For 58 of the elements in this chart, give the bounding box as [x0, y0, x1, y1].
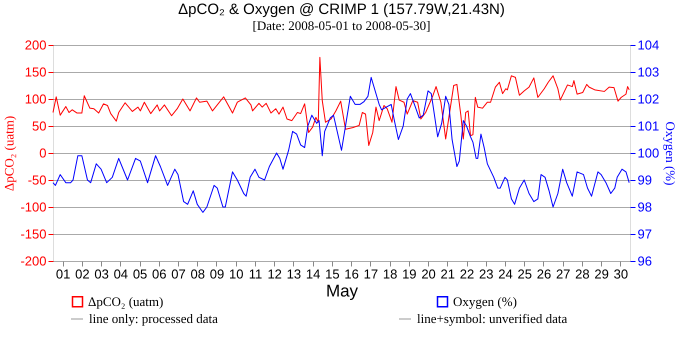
y-tick-label: -150	[20, 226, 46, 242]
y2-tick-label: 104	[638, 38, 660, 52]
y-tick-label: 150	[24, 64, 46, 80]
y-tick-label: -100	[20, 200, 46, 214]
x-tick-label: 01	[56, 266, 70, 282]
x-tick-label: 17	[364, 266, 378, 282]
x-tick-label: 14	[306, 266, 320, 282]
x-tick-label: 05	[132, 266, 148, 282]
x-tick-label: 26	[536, 266, 552, 282]
y2-tick-label: 101	[638, 118, 660, 134]
legend-label: Oxygen (%)	[453, 294, 517, 309]
x-tick-label: 25	[517, 266, 532, 282]
x-tick-label: 07	[171, 266, 186, 282]
x-tick-label: 22	[460, 266, 474, 282]
chart-title: ΔpCO₂ & Oxygen @ CRIMP 1 (157.79W,21.43N)	[178, 1, 505, 18]
y-tick-label: -200	[20, 254, 46, 268]
x-tick-label: 28	[575, 266, 590, 282]
y-axis-title: ΔpCO₂ (uatm)	[1, 116, 16, 192]
x-tick-label: 16	[344, 266, 359, 282]
x-tick-label: 13	[286, 266, 302, 282]
legend-label: ΔpCO₂ (uatm)	[88, 294, 164, 309]
line-series	[52, 56, 630, 146]
text: line only: processed data	[89, 311, 218, 326]
x-tick-label: 18	[382, 266, 398, 282]
text: line+symbol: unverified data	[417, 311, 568, 326]
x-tick-label: 03	[94, 266, 109, 282]
y-tick-label: 100	[24, 92, 46, 106]
x-tick-label: 10	[228, 266, 244, 282]
y2-tick-label: 100	[638, 146, 660, 160]
x-tick-label: 11	[248, 266, 262, 282]
y2-tick-label: 102	[638, 92, 660, 106]
y2-axis-title: Oxygen (%)	[663, 122, 678, 186]
x-axis-title: May	[326, 282, 359, 300]
x-tick-label: 19	[402, 266, 417, 282]
y-tick-label: 200	[24, 38, 46, 52]
y-tick-label: 0	[39, 146, 46, 160]
y2-tick-label: 103	[638, 64, 660, 80]
x-tick-label: 12	[267, 266, 282, 282]
chart-subtitle: [Date: 2008-05-01 to 2008-05-30]	[252, 18, 430, 33]
y2-tick-label: 98	[638, 200, 652, 214]
x-tick-label: 29	[594, 266, 609, 282]
y2-tick-label: 99	[638, 172, 652, 188]
x-tick-label: 04	[114, 266, 128, 282]
x-tick-label: 08	[190, 266, 205, 282]
x-tick-label: 15	[325, 266, 340, 282]
x-tick-label: 27	[556, 266, 570, 282]
x-tick-label: 09	[210, 266, 224, 282]
x-tick-label: 24	[498, 266, 513, 282]
y2-tick-label: 96	[638, 254, 652, 268]
x-tick-label: 20	[421, 266, 436, 282]
y2-tick-label: 97	[638, 226, 652, 242]
x-tick-label: 06	[152, 266, 167, 282]
x-tick-label: 30	[614, 266, 628, 282]
y-tick-label: -50	[28, 172, 46, 188]
x-tick-label: 02	[75, 266, 90, 282]
y-tick-label: 50	[32, 118, 46, 134]
x-tick-label: 23	[479, 266, 494, 282]
x-tick-label: 21	[440, 266, 456, 282]
